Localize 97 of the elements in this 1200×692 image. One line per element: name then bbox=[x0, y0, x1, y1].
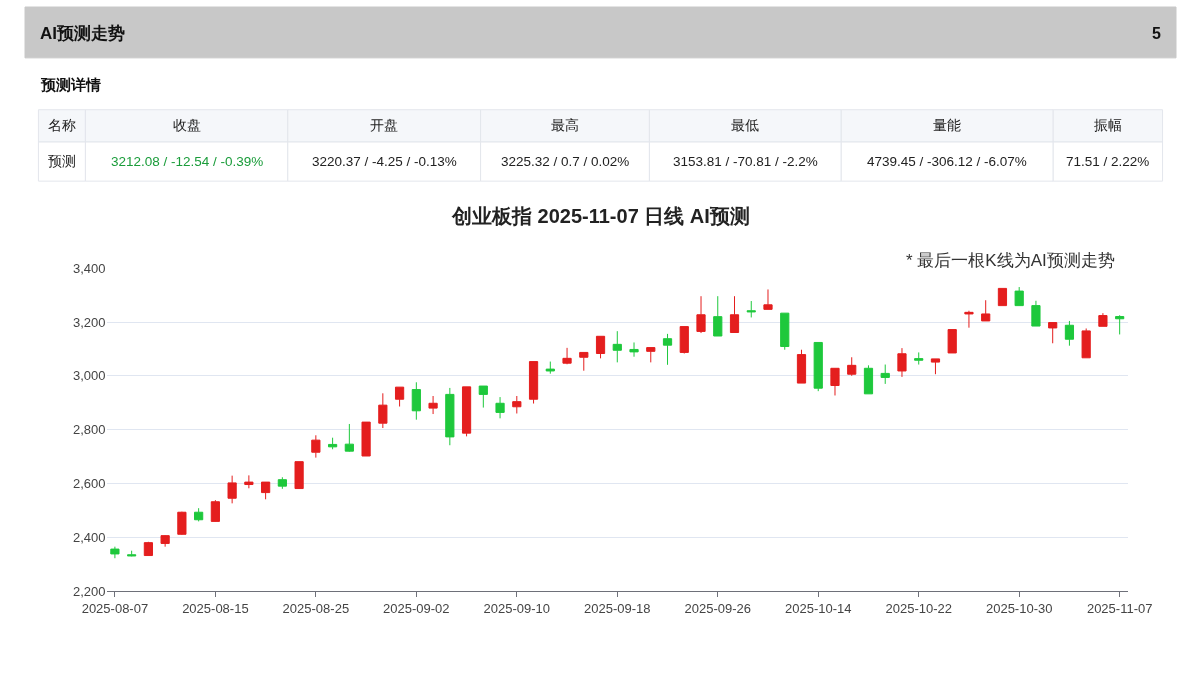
candlestick bbox=[1048, 322, 1058, 344]
candlestick bbox=[1064, 320, 1075, 347]
candlestick bbox=[261, 481, 271, 500]
candlestick bbox=[294, 461, 304, 490]
text: 3225.32 / 0.7 / 0.02% bbox=[501, 154, 630, 169]
candlestick bbox=[378, 392, 388, 429]
candlestick bbox=[863, 364, 874, 395]
candlestick bbox=[411, 381, 421, 421]
x-tick-label: 2025-10-14 bbox=[784, 600, 852, 616]
chart-title: 创业板指 2025-11-07 日线 AI预测 bbox=[451, 205, 750, 227]
x-tick-label: 2025-10-30 bbox=[985, 600, 1053, 616]
candlestick bbox=[478, 385, 488, 409]
y-tick-label: 2,400 bbox=[72, 529, 106, 545]
text: 4739.45 / -306.12 / -6.07% bbox=[867, 154, 1027, 169]
text: 71.51 / 2.22% bbox=[1066, 154, 1150, 169]
candlestick bbox=[897, 347, 907, 378]
text: 预测详情 bbox=[40, 76, 101, 93]
candlestick bbox=[713, 295, 723, 337]
candlestick bbox=[930, 358, 941, 375]
candlestick bbox=[729, 295, 740, 334]
candlestick bbox=[696, 295, 706, 334]
candlestick bbox=[629, 341, 639, 358]
candlestick bbox=[512, 395, 522, 414]
candlestick bbox=[646, 347, 656, 363]
candlestick bbox=[595, 335, 606, 359]
x-tick-label: 2025-08-25 bbox=[282, 600, 350, 616]
candlestick bbox=[428, 395, 438, 415]
candlestick bbox=[461, 386, 472, 437]
candlestick bbox=[143, 541, 153, 557]
y-tick-label: 2,200 bbox=[72, 583, 106, 599]
text: 开盘 bbox=[370, 118, 398, 133]
candlestick bbox=[1031, 300, 1041, 327]
candlestick bbox=[880, 364, 890, 385]
candlestick bbox=[796, 349, 807, 384]
text: 最低 bbox=[731, 118, 759, 133]
candlestick bbox=[328, 437, 338, 450]
candlestick bbox=[562, 347, 572, 365]
text: 振幅 bbox=[1094, 118, 1122, 133]
candlestick bbox=[344, 423, 354, 453]
candlestick bbox=[579, 351, 589, 372]
candlestick bbox=[1115, 316, 1125, 335]
y-tick-label: 3,400 bbox=[72, 260, 106, 276]
candlestick bbox=[227, 475, 237, 504]
candlestick bbox=[746, 300, 756, 318]
candlestick bbox=[780, 312, 790, 351]
candlestick bbox=[847, 356, 857, 377]
candlestick bbox=[947, 329, 957, 354]
candlestick bbox=[545, 361, 555, 375]
text: 3220.37 / -4.25 / -0.13% bbox=[312, 154, 457, 169]
candlestick bbox=[914, 351, 924, 366]
text: 最高 bbox=[551, 118, 579, 133]
x-tick-label: 2025-08-15 bbox=[182, 600, 249, 616]
text: 3153.81 / -70.81 / -2.2% bbox=[673, 154, 818, 169]
candlestick bbox=[612, 330, 622, 363]
x-tick-label: 2025-09-10 bbox=[483, 600, 551, 616]
text: 量能 bbox=[933, 118, 961, 133]
text: AI预测走势 bbox=[40, 24, 125, 43]
candlestick bbox=[997, 287, 1008, 307]
text: 5 bbox=[1152, 25, 1161, 42]
text: 名称 bbox=[48, 118, 76, 133]
text: 收盘 bbox=[173, 118, 201, 133]
candlestick bbox=[110, 546, 120, 559]
y-tick-label: 2,800 bbox=[72, 422, 106, 438]
x-tick-label: 2025-09-02 bbox=[383, 600, 450, 616]
text: 预测 bbox=[48, 154, 76, 169]
x-tick-label: 2025-10-22 bbox=[885, 600, 952, 616]
candlestick bbox=[830, 367, 840, 396]
candlestick bbox=[361, 421, 371, 457]
candlestick bbox=[210, 499, 220, 523]
candlestick bbox=[1081, 327, 1091, 359]
x-tick-label: 2025-09-26 bbox=[684, 600, 752, 616]
text: 3212.08 / -12.54 / -0.39% bbox=[111, 154, 264, 169]
candlestick bbox=[679, 326, 689, 354]
candlestick bbox=[244, 474, 254, 489]
candlestick bbox=[964, 310, 974, 329]
candlestick bbox=[160, 534, 170, 548]
candlestick bbox=[763, 288, 773, 310]
candlestick bbox=[1098, 312, 1108, 327]
y-tick-label: 2,600 bbox=[72, 475, 106, 491]
annotation: * 最后一根K线为AI预测走势 bbox=[906, 251, 1115, 270]
candlestick bbox=[528, 361, 539, 405]
candlestick bbox=[311, 434, 321, 459]
candlestick bbox=[495, 396, 505, 419]
y-tick-label: 3,200 bbox=[72, 314, 106, 330]
candlestick bbox=[1014, 286, 1024, 307]
y-tick-label: 3,000 bbox=[72, 368, 106, 384]
candlestick bbox=[981, 299, 991, 322]
candlestick bbox=[662, 333, 673, 366]
candlestick bbox=[277, 476, 287, 490]
candlestick bbox=[177, 511, 187, 536]
candlestick bbox=[813, 341, 823, 392]
candlestick bbox=[445, 387, 455, 446]
x-tick-label: 2025-11-07 bbox=[1086, 600, 1153, 616]
x-tick-label: 2025-08-07 bbox=[81, 600, 149, 616]
x-tick-label: 2025-09-18 bbox=[584, 600, 651, 616]
candlestick bbox=[394, 386, 405, 407]
candlestick bbox=[194, 507, 204, 522]
